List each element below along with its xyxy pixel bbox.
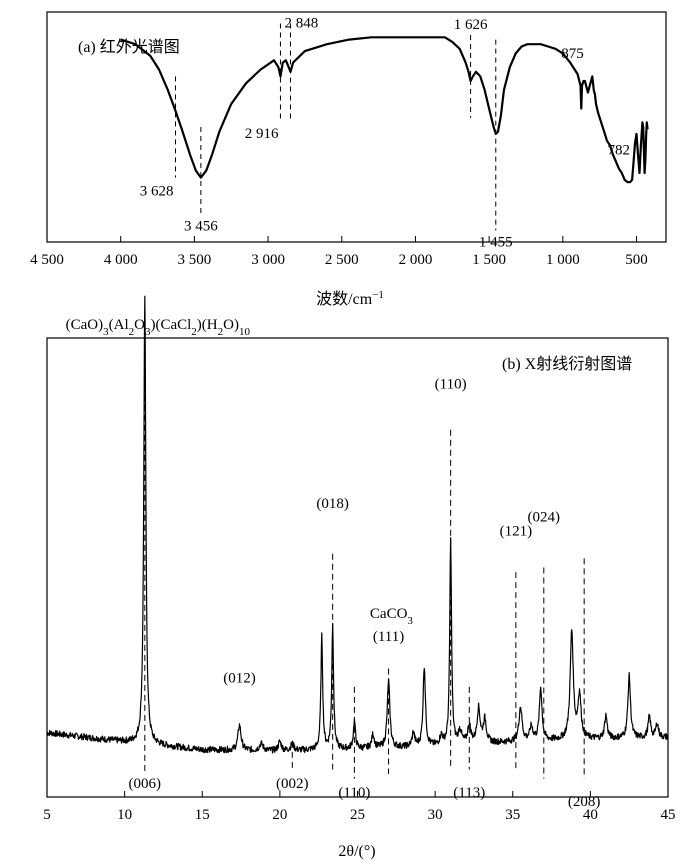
formula-part: )(CaCl (150, 317, 191, 333)
xrd-peak-annotations: (006) (012) (002) (110) (018) (111) (110) (113)… (129, 344, 601, 810)
xrd-x-tick-label: 25 (350, 807, 365, 823)
xrd-peak-label: (006) (129, 776, 162, 792)
ir-x-tick-label: 1 500 (472, 252, 506, 268)
xrd-x-axis-title: 2θ/(°) (338, 843, 375, 860)
formula-part: 3 (145, 326, 151, 338)
xrd-plot-frame (46, 337, 669, 798)
xrd-peak-label: (208) (568, 794, 601, 810)
formula-part: (Al (109, 317, 129, 333)
ir-panel-title: (a) 红外光谱图 (78, 38, 180, 56)
formula-part: 2 (191, 326, 197, 338)
xrd-x-tick-label: 45 (661, 807, 676, 823)
xrd-x-tick-label: 10 (117, 807, 132, 823)
formula-part: )(H (197, 317, 218, 333)
ir-peak-label: 1 626 (454, 17, 488, 33)
formula-part: 3 (407, 615, 413, 627)
ir-x-tick-label: 500 (625, 252, 648, 268)
xrd-peak-label: (110) (338, 785, 370, 801)
formula-part: (CaO) (66, 317, 104, 333)
ir-peak-label: 2 848 (284, 16, 318, 32)
ir-x-tick-label: 4 000 (104, 252, 138, 268)
ir-peak-label: 2 916 (245, 126, 279, 142)
formula-part: 2 (129, 326, 135, 338)
xrd-peak-label: (111) (373, 629, 404, 645)
xrd-peak-label: (002) (276, 776, 309, 792)
xrd-peak-label: (018) (316, 496, 349, 512)
formula-part: 2 (218, 326, 224, 338)
formula-part: 10 (239, 326, 251, 338)
formula-part: O (134, 317, 145, 333)
xrd-panel-title: (b) X射线衍射图谱 (502, 355, 632, 373)
ir-spectrum-line (120, 36, 649, 184)
xrd-x-tick-label: 35 (505, 807, 520, 823)
xrd-peak-label: (024) (528, 510, 561, 526)
ir-peak-label: 1 455 (479, 235, 513, 251)
xrd-peak-label: (113) (453, 785, 485, 801)
xrd-peak-label: (012) (223, 670, 256, 686)
ir-x-tick-label: 3 500 (178, 252, 212, 268)
xrd-pattern-line (46, 295, 669, 754)
ir-x-axis-title: 波数/cm−1 (316, 289, 384, 308)
xrd-x-tick-label: 5 (43, 807, 51, 823)
xrd-peak-label: (121) (500, 523, 533, 539)
ir-x-tick-label: 1 000 (546, 252, 580, 268)
formula-part: O) (223, 317, 239, 333)
ir-x-tick-label: 2 000 (399, 252, 433, 268)
xrd-x-ticks: 5 10 15 20 25 30 35 40 45 (43, 791, 676, 823)
xrd-x-tick-label: 30 (428, 807, 443, 823)
ir-peak-label: 3 456 (184, 218, 218, 234)
xrd-peak-label: (110) (435, 376, 467, 392)
ir-spectrum-panel: (a) 红外光谱图 4 500 4 000 3 500 3 000 2 500 2 000… (30, 11, 667, 308)
xrd-x-tick-label: 40 (583, 807, 598, 823)
caco3-label: CaCO3 (370, 606, 414, 627)
formula-part: 3 (103, 326, 109, 338)
ir-x-tick-label: 2 500 (325, 252, 359, 268)
ir-x-tick-label: 4 500 (30, 252, 64, 268)
ir-x-ticks: 4 500 4 000 3 500 3 000 2 500 2 000 1 500 1 000… (30, 236, 648, 268)
xrd-x-tick-label: 20 (272, 807, 287, 823)
phase-formula-label: (CaO)3(Al2O3)(CaCl2)(H2O)10 (66, 317, 251, 338)
ir-peak-label: 3 628 (140, 184, 174, 200)
ir-plot-frame (46, 11, 667, 243)
formula-part: CaCO (370, 606, 408, 622)
ir-x-tick-label: 3 000 (251, 252, 285, 268)
xrd-pattern-panel: (b) X射线衍射图谱 5 10 15 20 25 30 35 40 45 (006) (012)… (43, 295, 676, 860)
xrd-x-tick-label: 15 (195, 807, 210, 823)
